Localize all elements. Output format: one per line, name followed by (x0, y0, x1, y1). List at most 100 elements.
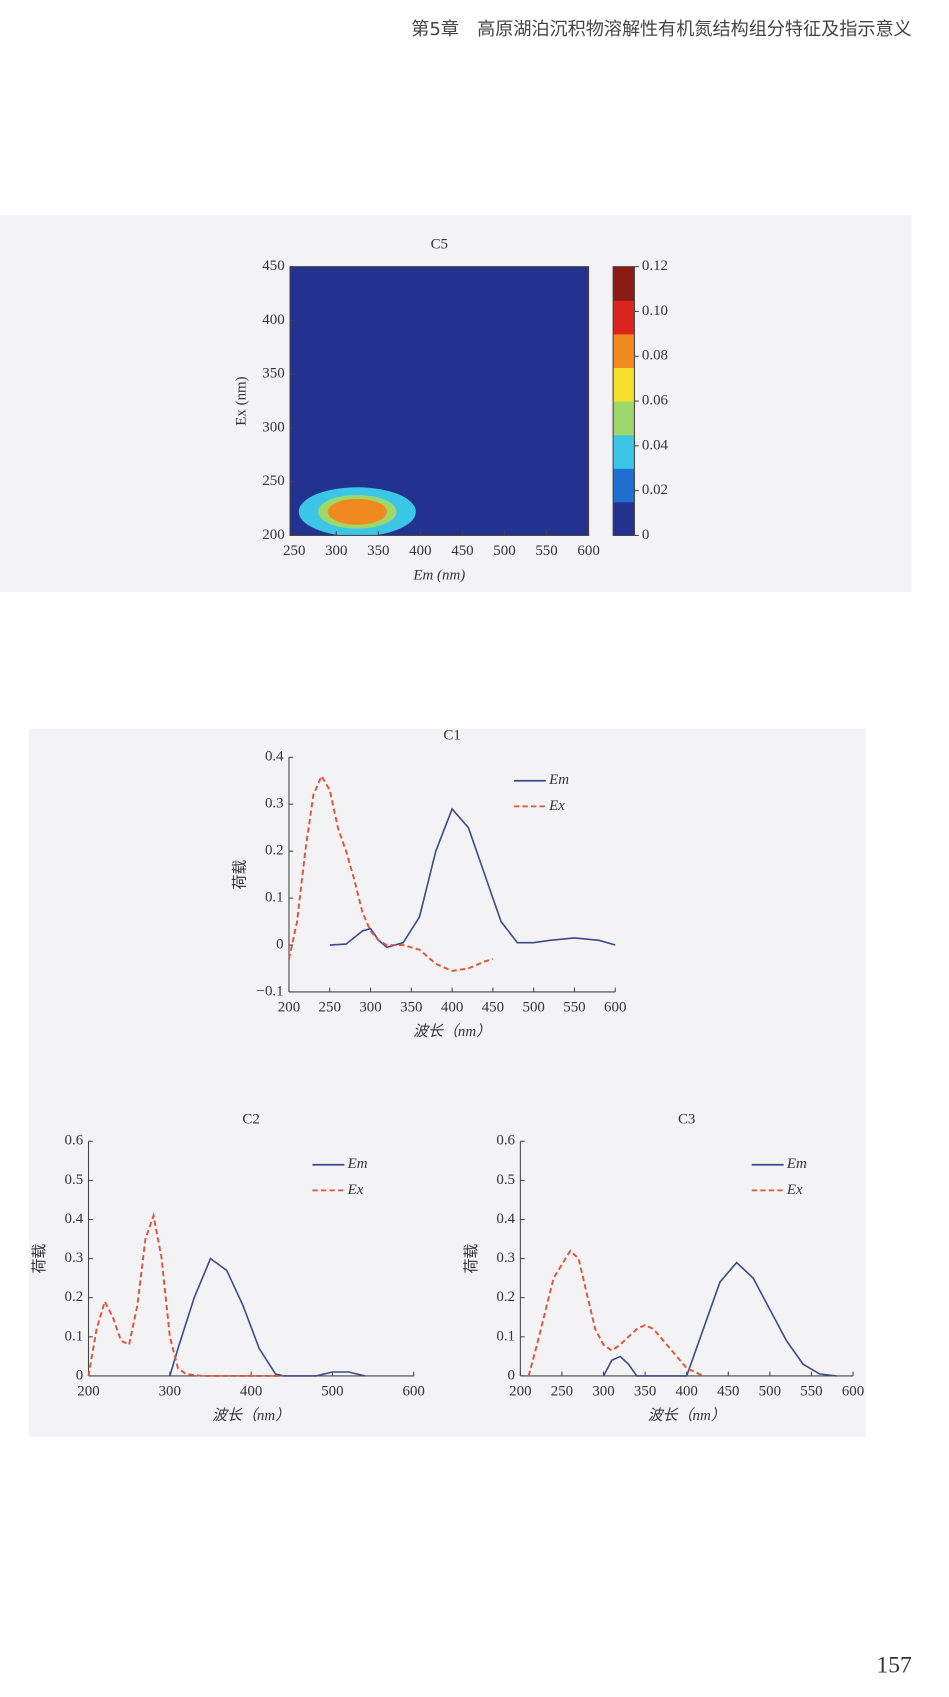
legend-label: Ex (347, 1182, 364, 1198)
legend-label: Em (347, 1156, 368, 1172)
x-tick-label: 550 (800, 1383, 822, 1399)
y-tick-label: 450 (262, 258, 284, 274)
chart-title: C2 (242, 1111, 259, 1127)
y-tick-label: 0.3 (496, 1250, 515, 1266)
x-tick-label: 600 (842, 1383, 864, 1399)
y-axis-label: 荷载 (231, 860, 248, 890)
x-tick-label: 550 (535, 543, 557, 559)
x-tick-label: 400 (240, 1383, 262, 1399)
heatmap-contour (341, 444, 391, 466)
legend-label: Em (786, 1156, 807, 1172)
series-line (169, 1257, 366, 1377)
x-tick-label: 300 (325, 543, 347, 559)
y-tick-label: 0.1 (496, 1328, 515, 1344)
x-axis-label: 波长（nm） (212, 1407, 290, 1424)
legend-label: Ex (548, 798, 565, 814)
x-tick-label: 400 (441, 999, 463, 1015)
x-tick-label: 350 (367, 543, 389, 559)
y-tick-label: 0.3 (265, 796, 284, 812)
x-tick-label: 350 (400, 999, 422, 1015)
running-header: 第5章 高原湖泊沉积物溶解性有机氮结构组分特征及指示意义 (411, 19, 911, 40)
colorbar-tick-label: 0.04 (642, 437, 669, 453)
y-tick-label: 200 (262, 527, 284, 543)
x-tick-label: 250 (283, 543, 305, 559)
page-number: 157 (876, 1653, 911, 1679)
colorbar-tick-label: 0.08 (642, 348, 668, 364)
x-tick-label: 250 (319, 999, 341, 1015)
y-tick-label: 0 (276, 936, 283, 952)
x-tick-label: 600 (604, 999, 626, 1015)
x-axis-label: Em (nm) (412, 567, 465, 583)
x-tick-label: 550 (563, 999, 585, 1015)
y-tick-label: 0.5 (65, 1172, 84, 1188)
y-tick-label: 0.6 (496, 1133, 515, 1149)
axes-box (289, 266, 590, 536)
x-tick-label: 500 (321, 1383, 343, 1399)
x-tick-label: 600 (403, 1383, 425, 1399)
x-tick-label: 450 (482, 999, 504, 1015)
x-tick-label: 300 (592, 1383, 614, 1399)
colorbar-segment (613, 501, 635, 536)
colorbar-segment (613, 266, 635, 301)
chart-title: C5 (431, 237, 448, 253)
chart-title: C3 (678, 1111, 695, 1127)
y-tick-label: −0.1 (257, 983, 284, 999)
legend-label: Em (548, 772, 569, 788)
x-tick-label: 250 (551, 1383, 573, 1399)
x-tick-label: 450 (717, 1383, 739, 1399)
x-tick-label: 200 (278, 999, 300, 1015)
y-tick-label: 0.2 (496, 1289, 515, 1305)
y-tick-label: 0.3 (65, 1250, 84, 1266)
x-tick-label: 300 (159, 1383, 181, 1399)
y-tick-label: 0.1 (65, 1328, 84, 1344)
x-tick-label: 500 (759, 1383, 781, 1399)
colorbar-segment (613, 333, 635, 368)
x-tick-label: 300 (359, 999, 381, 1015)
colorbar-tick-label: 0.06 (642, 392, 669, 408)
colorbar-tick-label: 0 (642, 527, 649, 543)
colorbar-segment (613, 367, 635, 402)
colorbar-tick-label: 0.02 (642, 482, 668, 498)
x-tick-label: 450 (451, 543, 473, 559)
y-tick-label: 400 (262, 312, 284, 328)
y-tick-label: 0.2 (65, 1289, 84, 1305)
y-tick-label: 0.2 (265, 843, 284, 859)
y-axis-label: 荷载 (31, 1244, 48, 1274)
colorbar-segment (613, 434, 635, 469)
y-tick-label: 0.5 (496, 1172, 515, 1188)
colorbar-segment (613, 300, 635, 335)
series-line (527, 1249, 704, 1377)
x-tick-label: 500 (522, 999, 544, 1015)
colorbar-segment (613, 401, 635, 436)
y-tick-label: 350 (262, 366, 284, 382)
y-tick-label: 0.4 (65, 1211, 84, 1227)
y-tick-label: 0 (508, 1367, 515, 1383)
x-tick-label: 200 (77, 1383, 99, 1399)
x-tick-label: 400 (409, 543, 431, 559)
series-line (329, 807, 616, 949)
y-tick-label: 0.6 (65, 1133, 84, 1149)
x-tick-label: 600 (577, 543, 599, 559)
y-tick-label: 300 (262, 419, 284, 435)
colorbar-segment (613, 468, 635, 503)
series-line (602, 1261, 837, 1377)
chart-title: C1 (443, 727, 460, 743)
x-tick-label: 350 (634, 1383, 656, 1399)
y-tick-label: 0.1 (265, 890, 284, 906)
figure-panel (28, 728, 866, 1437)
legend-label: Ex (786, 1182, 803, 1198)
x-tick-label: 200 (509, 1383, 531, 1399)
x-axis-label: 波长（nm） (413, 1023, 491, 1040)
x-tick-label: 500 (493, 543, 515, 559)
y-axis-label: 荷载 (463, 1244, 480, 1274)
y-axis-label: Ex (nm) (233, 376, 249, 425)
y-tick-label: 0.4 (265, 749, 284, 765)
y-tick-label: 0 (76, 1367, 83, 1383)
colorbar-tick-label: 0.10 (642, 303, 668, 319)
y-tick-label: 250 (262, 473, 284, 489)
colorbar-tick-label: 0.12 (642, 258, 668, 274)
y-tick-label: 0.4 (496, 1211, 515, 1227)
heatmap-contour (337, 502, 378, 521)
x-tick-label: 400 (675, 1383, 697, 1399)
